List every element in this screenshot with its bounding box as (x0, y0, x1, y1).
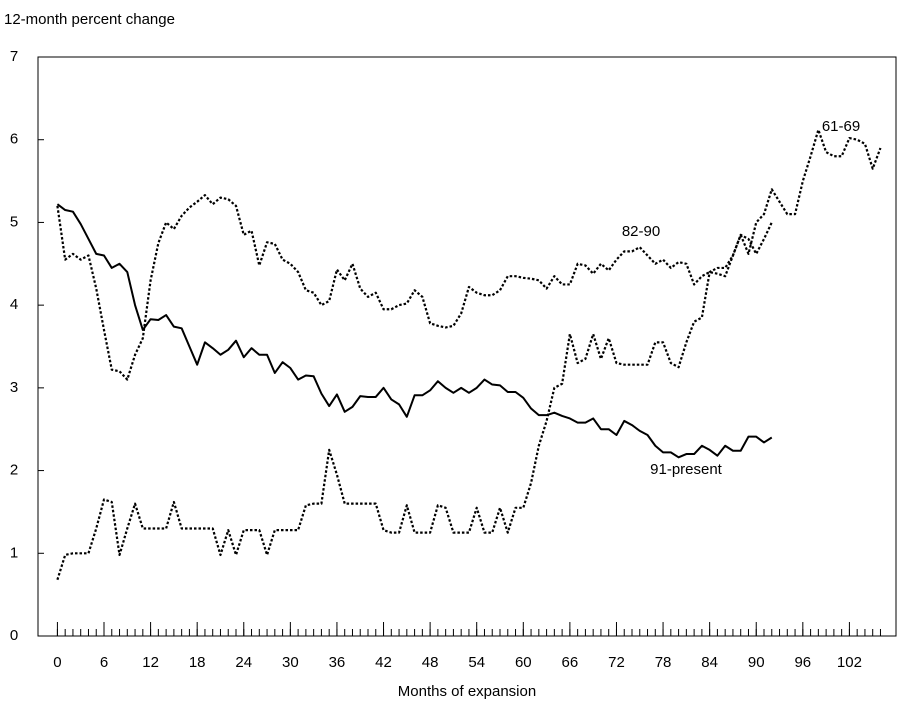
y-tick-label: 4 (10, 296, 18, 313)
series-line (56, 194, 773, 381)
y-tick-label: 2 (10, 462, 18, 479)
x-tick-label: 78 (655, 654, 672, 671)
x-tick-label: 102 (837, 654, 862, 671)
y-axis-label: 12-month percent change (4, 11, 175, 28)
x-tick-label: 60 (515, 654, 532, 671)
x-tick-label: 0 (53, 654, 61, 671)
series-line (56, 203, 773, 459)
x-tick-label: 84 (701, 654, 718, 671)
series-label: 91-present (650, 461, 723, 478)
x-tick-label: 36 (329, 654, 346, 671)
x-tick-label: 96 (794, 654, 811, 671)
x-tick-label: 30 (282, 654, 299, 671)
x-tick-label: 12 (142, 654, 159, 671)
x-tick-label: 54 (468, 654, 485, 671)
y-tick-label: 5 (10, 213, 18, 230)
series-label: 82-90 (622, 223, 660, 240)
y-tick-label: 7 (10, 48, 18, 65)
x-tick-label: 66 (562, 654, 579, 671)
x-tick-label: 90 (748, 654, 765, 671)
y-tick-label: 3 (10, 379, 18, 396)
x-axis-label: Months of expansion (398, 683, 536, 700)
y-tick-label: 6 (10, 131, 18, 148)
x-tick-label: 18 (189, 654, 206, 671)
x-tick-label: 6 (100, 654, 108, 671)
series-label: 61-69 (822, 118, 860, 135)
y-tick-label: 0 (10, 627, 18, 644)
y-tick-label: 1 (10, 544, 18, 561)
x-tick-label: 24 (235, 654, 252, 671)
x-tick-label: 42 (375, 654, 392, 671)
series-line (56, 128, 882, 581)
x-tick-label: 72 (608, 654, 625, 671)
plot-frame (37, 56, 897, 637)
x-tick-label: 48 (422, 654, 439, 671)
